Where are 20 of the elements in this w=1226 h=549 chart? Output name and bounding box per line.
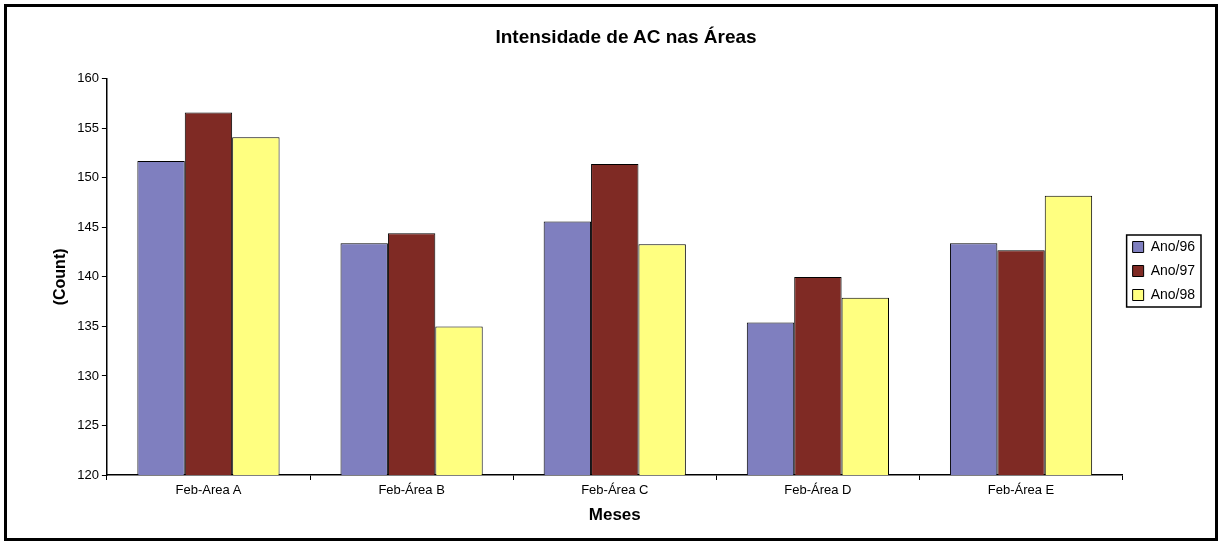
x-tick-label: Feb-Área C [581,482,649,498]
legend-label: Ano/96 [1150,237,1196,254]
x-tick-label: Feb-Area A [175,482,242,498]
x-tick-label: Feb-Área D [784,482,852,498]
x-tick-label: Feb-Área E [987,482,1055,498]
y-tick-label: 125 [77,417,99,433]
y-tick-label: 155 [77,119,99,135]
x-axis-title: Meses [588,505,641,525]
y-axis-title: (Count) [51,248,69,306]
legend-label: Ano/97 [1150,261,1196,278]
y-tick-label: 140 [77,268,99,284]
y-tick-label: 135 [77,318,99,333]
y-tick-label: 120 [77,466,99,482]
y-tick-label: 150 [77,169,99,185]
x-tick-label: Feb-Área B [378,482,445,498]
y-tick-label: 145 [77,218,99,234]
legend-label: Ano/98 [1150,285,1196,302]
chart-title: Intensidade de AC nas Áreas [495,25,757,47]
y-tick-label: 130 [77,367,99,383]
y-tick-label: 160 [77,70,99,86]
